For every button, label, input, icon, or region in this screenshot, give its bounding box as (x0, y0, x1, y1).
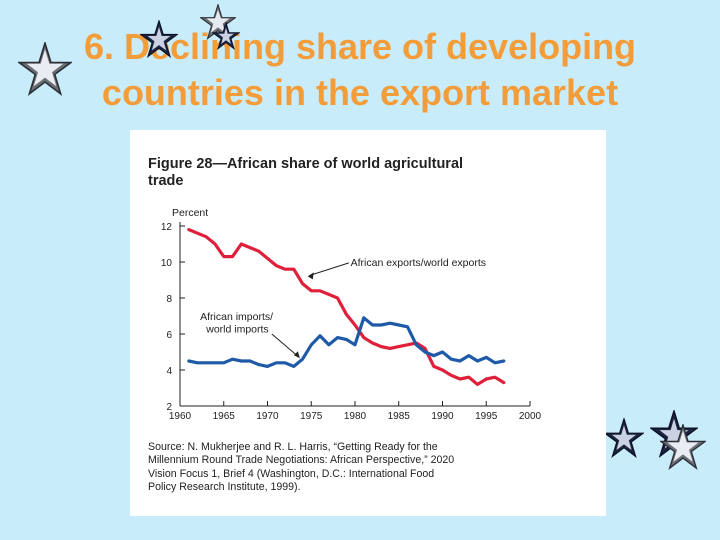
figure-source: Source: N. Mukherjee and R. L. Harris, “… (148, 441, 598, 495)
x-tick-label: 1970 (256, 411, 279, 422)
annotation-arrow (271, 333, 299, 357)
slide-title-line1: 6. Declining share of developing (83, 26, 637, 67)
slide-title-line2: countries in the export market (101, 72, 619, 113)
annotation-imports-line2: world imports (205, 324, 268, 336)
y-tick-label: 10 (161, 258, 173, 269)
star-icon (212, 22, 240, 50)
x-tick-label: 2000 (519, 411, 542, 422)
x-tick-label: 1975 (300, 411, 323, 422)
annotation-arrow (309, 262, 350, 276)
x-tick-label: 1990 (431, 411, 454, 422)
x-tick-label: 1980 (344, 411, 367, 422)
figure-card: Figure 28—African share of world agricul… (130, 130, 606, 516)
x-tick-label: 1995 (475, 411, 498, 422)
y-tick-label: 4 (166, 366, 172, 377)
x-tick-label: 1985 (388, 411, 411, 422)
figure-source-line: Millennium Round Trade Negotiations: Afr… (148, 454, 455, 467)
slide-title: 6. Declining share of developing countri… (0, 24, 720, 116)
y-tick-label: 2 (166, 402, 172, 413)
figure-title: Figure 28—African share of world agricul… (148, 156, 588, 190)
y-tick-label: 8 (166, 294, 172, 305)
x-tick-label: 1960 (169, 411, 192, 422)
annotation-exports: African exports/world exports (351, 257, 486, 269)
star-icon (200, 4, 236, 40)
annotation-arrowhead (293, 351, 300, 359)
annotation-imports-line1: African imports/ (200, 311, 273, 323)
star-icon (604, 418, 644, 458)
series-line-imports (187, 316, 506, 368)
star-icon (660, 424, 706, 470)
y-axis-label: Percent (172, 207, 208, 219)
star-icon (18, 42, 72, 96)
star-icon (140, 20, 178, 58)
series-line-exports (187, 227, 506, 386)
y-tick-label: 12 (161, 222, 173, 233)
x-tick-label: 1965 (213, 411, 236, 422)
annotation-arrowhead (307, 272, 314, 280)
figure-source-line: Vision Focus 1, Brief 4 (Washington, D.C… (148, 467, 435, 480)
line-chart: 2 4 6 8 10 12 1960 1965 1970 1975 1980 1985 1990 1995… (161, 207, 542, 422)
figure-title-line2: trade (148, 173, 184, 189)
y-tick-label: 6 (166, 330, 172, 341)
figure-title-line1: Figure 28—African share of world agricul… (148, 156, 464, 172)
figure-source-line: Policy Research Institute, 1999). (148, 481, 301, 494)
figure-source-line: Source: N. Mukherjee and R. L. Harris, “… (148, 441, 438, 453)
